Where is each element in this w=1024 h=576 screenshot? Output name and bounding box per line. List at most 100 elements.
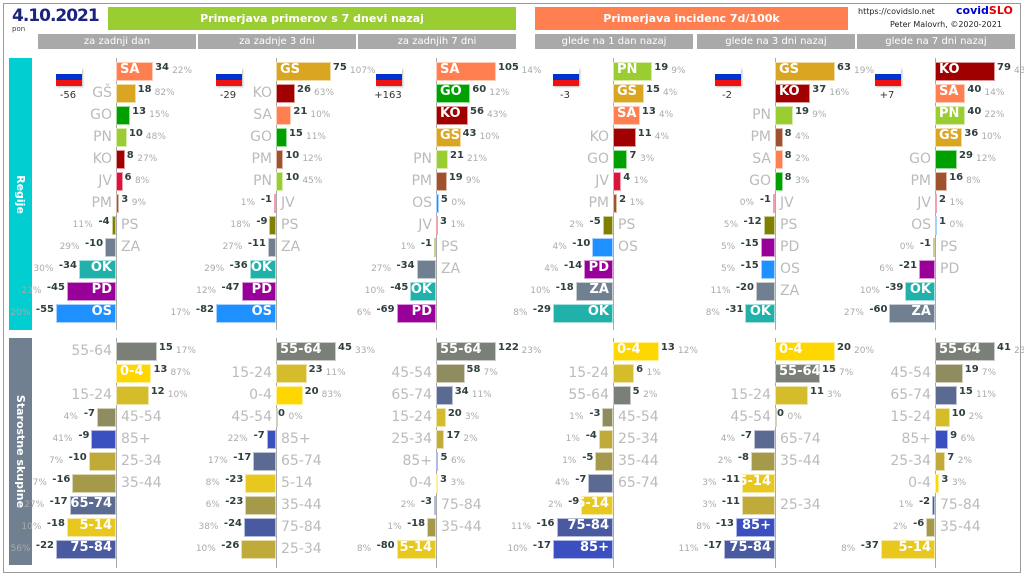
bar-OK [905,282,935,301]
chart-panel: glede na 7 dni nazaj+7KO43%79SA14%40PN22… [841,0,1024,576]
bar-5-14 [245,474,276,493]
percent-label: 11% [325,368,346,378]
value-label: -37 [860,540,879,551]
bar-0-4 [775,342,835,361]
bar-75-84 [932,496,935,515]
value-label: -21 [898,260,918,271]
percent-label: 11% [511,522,532,532]
percent-label: 2% [795,154,810,164]
bar-label: 85+ [742,518,771,533]
chart-panel: za zadnje 3 dni -29 GŠ 107% 75 KO 63% 26 SA 10% 21… [170,0,376,576]
value-label: -22 [35,540,54,551]
bar-label: PD [251,282,272,297]
value-label: 8 [784,172,792,183]
percent-label: 38% [198,522,219,532]
panel-header: za zadnje 3 dni [198,34,356,49]
panel-header: za zadnjih 7 dni [358,34,516,49]
category-label: 0-4 [908,475,931,491]
category-label: PS [940,239,958,255]
bar-35-44 [595,452,613,471]
value-label: 17 [446,430,461,441]
value-label: 0 [777,408,784,419]
value-label: 20 [304,386,319,397]
bar-label: PD [588,260,609,275]
percent-label: 43% [1014,66,1024,76]
value-label: 18 [137,84,152,95]
chart-panel: za zadnjih 7 dni +163 SA 14% 105 GO 12% 60 KO 43%… [357,0,542,576]
chart-frame [3,3,1021,573]
value-label: -1 [759,194,771,205]
bar-label: GŠ [280,62,301,77]
percent-label: 1% [569,412,584,422]
percent-label: 9% [812,110,827,120]
percent-label: 14% [521,66,542,76]
bar-label: 5-14 [399,540,432,555]
value-label: 19 [448,172,463,183]
category-label: 45-54 [121,409,162,425]
category-label: 35-44 [121,475,162,491]
bar-label: 75-84 [729,540,771,555]
percent-label: 1% [565,434,580,444]
percent-label: 4% [555,478,570,488]
bar-ZA [889,304,935,323]
value-label: 16 [949,172,964,183]
bar-JV [274,194,276,213]
percent-label: 11% [975,390,996,400]
value-label: -26 [221,540,240,551]
percent-label: 9% [131,198,147,208]
category-label: 85+ [281,431,311,447]
brand-part-1: covid [956,4,989,17]
value-label: 19 [795,106,810,117]
regions-label-text: Regije [14,174,27,214]
value-label: -11 [721,496,740,507]
category-label: 15-24 [890,409,931,425]
bar-5-14 [396,540,436,559]
percent-label: 3% [795,176,810,186]
date: 4.10.2021 [12,6,100,26]
value-label: 105 [498,62,519,73]
total-change: -56 [59,90,77,101]
bar-15-24 [613,364,635,383]
bar-GŠ [775,62,835,81]
value-label: 40 [967,84,982,95]
percent-label: 2% [547,500,563,510]
value-label: 10 [951,408,966,419]
value-label: 7 [947,452,955,463]
percent-label: 30% [33,264,54,274]
regions-section-label: Regije [9,58,32,330]
percent-label: 6% [205,500,220,510]
value-label: 21 [293,106,308,117]
percent-label: 4% [663,88,678,98]
total-change: -3 [560,90,570,101]
category-label: 35-44 [780,453,821,469]
percent-label: 9% [465,176,481,186]
bar-5-14 [742,474,775,493]
bar-KO [276,84,296,103]
percent-label: 16% [829,88,850,98]
category-label: ZA [441,261,461,277]
bar-PD [760,238,775,257]
bar-85+ [935,430,949,449]
bar-55-64 [935,342,995,361]
category-label: 25-34 [391,431,432,447]
percent-label: 17% [207,456,228,466]
category-label: 85+ [901,431,931,447]
bar-15-24 [276,364,307,383]
bar-PM [613,194,618,213]
percent-label: 15% [149,110,170,120]
category-label: 45-54 [391,365,432,381]
category-label: PN [752,107,771,123]
bar-OS [436,194,439,213]
percent-label: 14% [984,88,1005,98]
slovenia-flag-icon [376,68,402,86]
category-label: 75-84 [281,519,322,535]
value-label: 4 [623,172,631,183]
bar-GŠ [276,62,331,81]
category-label: PD [940,261,960,277]
site-url[interactable]: https://covidslo.net [858,7,935,16]
value-label: 2 [939,194,946,205]
category-label: 65-74 [890,387,931,403]
bar-45-54 [436,364,465,383]
percent-label: 82% [154,88,175,98]
bar-GŠ [613,84,645,103]
